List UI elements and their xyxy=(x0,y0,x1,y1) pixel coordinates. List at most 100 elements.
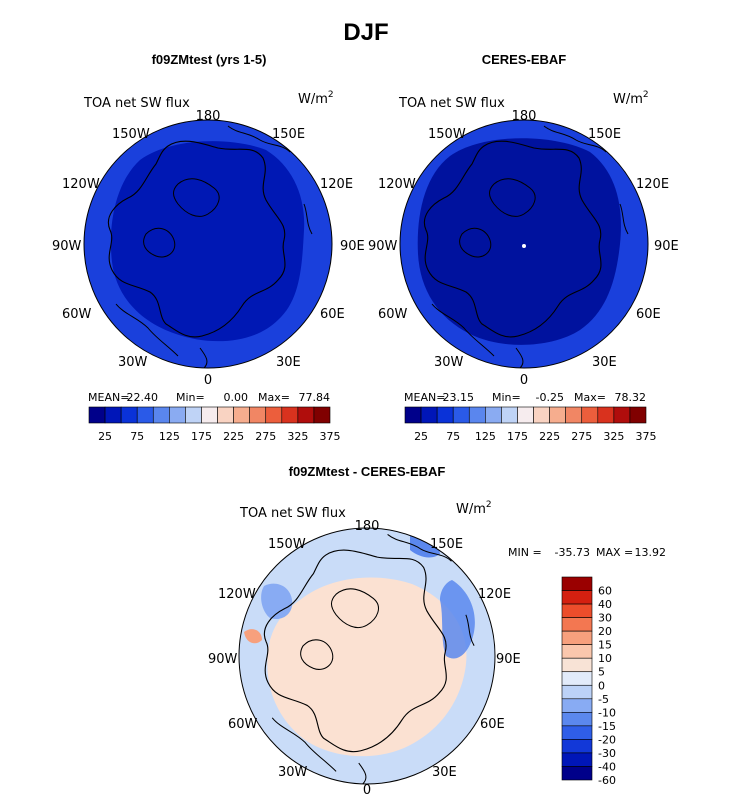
colorbar-swatch xyxy=(120,406,138,424)
map-boundary xyxy=(83,119,333,369)
colorbar-tick-label: 40 xyxy=(598,598,612,611)
variable-label: TOA net SW flux xyxy=(83,96,190,111)
panel-title: CERES-EBAF xyxy=(482,52,567,67)
colorbar-tick-label: -20 xyxy=(598,733,616,746)
lon-label-180: 180 xyxy=(196,109,221,124)
colorbar-swatch xyxy=(561,617,593,632)
colorbar-tick-label: 325 xyxy=(287,430,308,443)
lon-label-120w: 120W xyxy=(378,177,416,192)
colorbar-swatch xyxy=(249,406,267,424)
variable-label: TOA net SW flux xyxy=(239,506,346,521)
min-value: 0.00 xyxy=(224,391,249,404)
variable-label: TOA net SW flux xyxy=(398,96,505,111)
min-label: Min= xyxy=(176,391,205,404)
max-label: Max= xyxy=(574,391,606,404)
lon-label-30w: 30W xyxy=(118,355,148,370)
low-flux-region xyxy=(110,141,305,342)
map-panel-obs: CERES-EBAF TOA net SW flux W/m2 180 150W… xyxy=(368,52,679,443)
colorbar-swatch xyxy=(613,406,631,424)
mean-value: 23.15 xyxy=(443,391,475,404)
lon-label-90w: 90W xyxy=(208,652,238,667)
lon-label-60e: 60E xyxy=(320,307,345,322)
map-boundary xyxy=(399,119,649,369)
colorbar-swatch xyxy=(104,406,122,424)
stats-line: MIN = -35.73 MAX = 13.92 xyxy=(508,546,666,559)
max-label: MAX = xyxy=(596,546,633,559)
colorbar-tick-label: 275 xyxy=(255,430,276,443)
colorbar-tick-label: -40 xyxy=(598,760,616,773)
colorbar-tick-label: 20 xyxy=(598,625,612,638)
lon-label-30e: 30E xyxy=(592,355,617,370)
lon-label-30w: 30W xyxy=(434,355,464,370)
colorbar-swatch xyxy=(561,590,593,605)
colorbar-tick-label: 125 xyxy=(159,430,180,443)
colorbar-swatch xyxy=(561,576,593,591)
lon-label-150w: 150W xyxy=(428,127,466,142)
colorbar-swatch xyxy=(517,406,534,424)
colorbar-tick-label: -10 xyxy=(598,706,616,719)
colorbar-tick-label: 225 xyxy=(539,430,560,443)
lon-label-120w: 120W xyxy=(62,177,100,192)
colorbar-swatch xyxy=(561,752,593,767)
lon-label-0: 0 xyxy=(520,373,528,388)
colorbar-swatch xyxy=(420,406,438,424)
units-label: W/m2 xyxy=(298,90,334,107)
lon-label-180: 180 xyxy=(355,519,380,534)
lon-label-120e: 120E xyxy=(636,177,669,192)
colorbar-labels-obs: 25 75 125 175 225 275 325 375 xyxy=(414,430,656,443)
colorbar-swatch xyxy=(561,671,593,686)
colorbar-swatch xyxy=(88,406,106,424)
colorbar-swatch xyxy=(485,406,502,424)
max-label: Max= xyxy=(258,391,290,404)
lon-label-150w: 150W xyxy=(112,127,150,142)
colorbar-swatch xyxy=(501,406,518,424)
min-value: -35.73 xyxy=(555,546,590,559)
colorbar-swatch xyxy=(561,603,593,618)
units-label: W/m2 xyxy=(456,500,492,517)
negative-diff-patch xyxy=(261,583,293,620)
polar-map xyxy=(239,528,495,784)
mean-value: 22.40 xyxy=(127,391,159,404)
lon-label-60w: 60W xyxy=(228,717,258,732)
lon-label-30e: 30E xyxy=(276,355,301,370)
lon-label-90e: 90E xyxy=(496,652,521,667)
lon-label-90e: 90E xyxy=(654,239,679,254)
colorbar-swatch xyxy=(136,406,154,424)
longitude-labels: 180 150W 120W 90W 60W 30W 0 150E 120E 90… xyxy=(368,109,679,388)
colorbar-tick-label: 5 xyxy=(598,666,605,679)
colorbar-swatch xyxy=(468,406,486,424)
longitude-labels: 180 150W 120W 90W 60W 30W 0 150E 120E 90… xyxy=(208,519,521,798)
colorbar-tick-label: 30 xyxy=(598,612,612,625)
colorbar-swatch xyxy=(404,406,422,424)
colorbar-swatch xyxy=(561,644,593,659)
colorbar-swatch xyxy=(561,684,593,700)
map-panel-difference: f09ZMtest - CERES-EBAF TOA net SW flux W… xyxy=(208,464,666,798)
colorbar-tick-label: 15 xyxy=(598,639,612,652)
lon-label-150w: 150W xyxy=(268,537,306,552)
colorbar-swatch xyxy=(169,406,186,424)
max-value: 78.32 xyxy=(615,391,647,404)
polar-map xyxy=(400,120,648,368)
colorbar-swatch xyxy=(281,406,299,424)
colorbar-obs xyxy=(404,406,647,424)
colorbar-tick-label: 275 xyxy=(571,430,592,443)
colorbar-tick-label: 175 xyxy=(507,430,528,443)
colorbar-swatch xyxy=(581,406,599,424)
colorbar-tick-label: 375 xyxy=(636,430,657,443)
lon-label-0: 0 xyxy=(204,373,212,388)
min-label: MIN = xyxy=(508,546,542,559)
colorbar-swatch xyxy=(313,406,331,424)
lon-label-150e: 150E xyxy=(430,537,463,552)
colorbar-tick-label: -5 xyxy=(598,693,609,706)
colorbar-swatch xyxy=(201,406,218,424)
lon-label-60e: 60E xyxy=(480,717,505,732)
lon-label-90e: 90E xyxy=(340,239,365,254)
colorbar-swatch xyxy=(152,406,170,424)
positive-diff-patch xyxy=(244,629,262,644)
colorbar-tick-label: 375 xyxy=(320,430,341,443)
colorbar-tick-label: 75 xyxy=(446,430,460,443)
lon-label-120e: 120E xyxy=(320,177,353,192)
colorbar-swatch xyxy=(549,406,566,424)
longitude-labels: 180 150W 120W 90W 60W 30W 0 150E 120E 90… xyxy=(52,109,365,388)
